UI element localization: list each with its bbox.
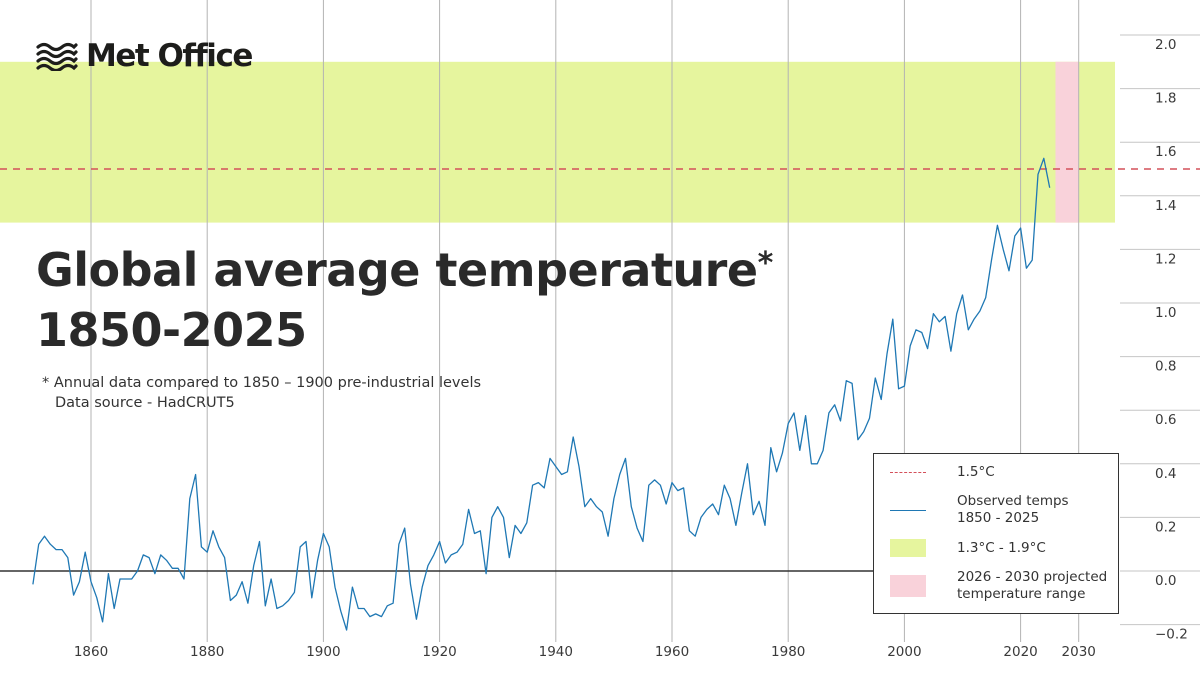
y-tick-label: 0.8: [1155, 359, 1176, 375]
legend-item-threshold: 1.5°C: [890, 464, 995, 481]
legend-item-observed: Observed temps 1850 - 2025: [890, 493, 1069, 527]
x-tick-label: 1940: [539, 644, 573, 660]
green-box-swatch: [890, 539, 926, 557]
page-title: Global average temperature* 1850-2025: [36, 240, 773, 360]
y-tick-label: 0.4: [1155, 466, 1176, 482]
y-tick-label: −0.2: [1155, 627, 1188, 643]
legend-label-projection: 2026 - 2030 projected temperature range: [957, 569, 1107, 603]
legend-label-threshold: 1.5°C: [957, 464, 995, 480]
projection-range-box: [1055, 61, 1079, 223]
legend-label-band: 1.3°C - 1.9°C: [957, 539, 1046, 556]
x-axis: 1860 1880 1900 1920 1940 1960 1980 2000 2020 2030: [74, 644, 1096, 660]
x-tick-label: 1980: [771, 644, 805, 660]
x-tick-label: 1960: [655, 644, 689, 660]
y-axis: −0.2 0.0 0.2 0.4 0.6 0.8 1.0 1.2 1.4 1.6 1.8 2.0: [1120, 34, 1200, 643]
brand-name: Met Office: [86, 38, 253, 74]
x-tick-label: 1900: [306, 644, 340, 660]
met-office-waves-icon: [36, 42, 78, 71]
series-layer: [0, 157, 1200, 631]
title-text: Global average temperature: [36, 243, 758, 297]
y-tick-label: 0.0: [1155, 573, 1176, 589]
legend-label-observed: Observed temps 1850 - 2025: [957, 493, 1069, 527]
y-tick-label: 0.2: [1155, 519, 1176, 535]
x-tick-label: 1920: [422, 644, 456, 660]
y-tick-label: 1.2: [1155, 251, 1176, 267]
legend-label-projection-line-2: temperature range: [957, 586, 1086, 602]
x-tick-label: 2000: [887, 644, 921, 660]
footnote-line-2: Data source - HadCRUT5: [55, 395, 235, 411]
observed-temps-line: [32, 157, 1051, 631]
legend-label-observed-line-1: Observed temps: [957, 493, 1069, 509]
y-tick-label: 2.0: [1155, 37, 1176, 53]
x-tick-label: 1880: [190, 644, 224, 660]
line-swatch: [890, 509, 926, 511]
dashed-line-swatch: [890, 472, 926, 473]
x-tick-label: 1860: [74, 644, 108, 660]
legend-item-band: 1.3°C - 1.9°C: [890, 539, 1046, 557]
legend-item-projection: 2026 - 2030 projected temperature range: [890, 569, 1107, 603]
legend-label-projection-line-1: 2026 - 2030 projected: [957, 569, 1108, 585]
band-1-3-to-1-9: [0, 61, 1115, 223]
y-tick-label: 1.0: [1155, 305, 1176, 321]
y-tick-label: 1.6: [1155, 144, 1176, 160]
title-line-2: 1850-2025: [36, 303, 307, 357]
y-tick-label: 1.4: [1155, 198, 1176, 214]
title-line-1: Global average temperature*: [36, 240, 773, 300]
band-layer: [0, 61, 1115, 223]
footnote-line-1: * Annual data compared to 1850 – 1900 pr…: [42, 375, 482, 391]
y-tick-label: 1.8: [1155, 91, 1176, 107]
x-tick-label: 2030: [1062, 644, 1096, 660]
met-office-logo: Met Office: [36, 38, 253, 74]
legend-label-observed-line-2: 1850 - 2025: [957, 510, 1040, 526]
x-tick-label: 2020: [1003, 644, 1037, 660]
y-tick-label: 0.6: [1155, 412, 1176, 428]
footnote: * Annual data compared to 1850 – 1900 pr…: [42, 373, 481, 413]
title-asterisk: *: [757, 246, 774, 281]
chart-legend: 1.5°C Observed temps 1850 - 2025 1.3°C -…: [873, 453, 1119, 614]
pink-box-swatch: [890, 575, 926, 597]
